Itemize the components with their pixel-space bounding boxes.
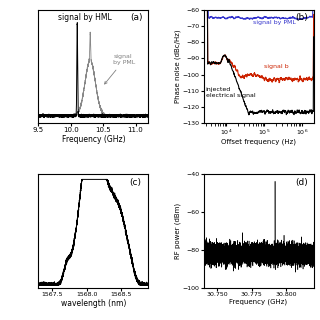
Text: signal by PML: signal by PML: [253, 20, 296, 25]
X-axis label: Offset frequency (Hz): Offset frequency (Hz): [221, 138, 296, 145]
Text: injected
electrical signal: injected electrical signal: [206, 87, 255, 98]
Y-axis label: Phase noise (dBc/Hz): Phase noise (dBc/Hz): [174, 30, 181, 103]
Text: (c): (c): [129, 178, 141, 187]
Y-axis label: RF power (dBm): RF power (dBm): [175, 203, 181, 259]
X-axis label: Frequency (GHz): Frequency (GHz): [229, 299, 288, 305]
Text: signal by HML: signal by HML: [58, 13, 111, 22]
Text: (d): (d): [295, 178, 308, 187]
Text: signal
by PML: signal by PML: [105, 54, 135, 84]
Text: (a): (a): [131, 13, 143, 22]
Text: (b): (b): [295, 13, 308, 22]
X-axis label: wavelength (nm): wavelength (nm): [61, 299, 126, 308]
Text: signal b: signal b: [264, 64, 289, 69]
X-axis label: Frequency (GHz): Frequency (GHz): [62, 135, 125, 144]
